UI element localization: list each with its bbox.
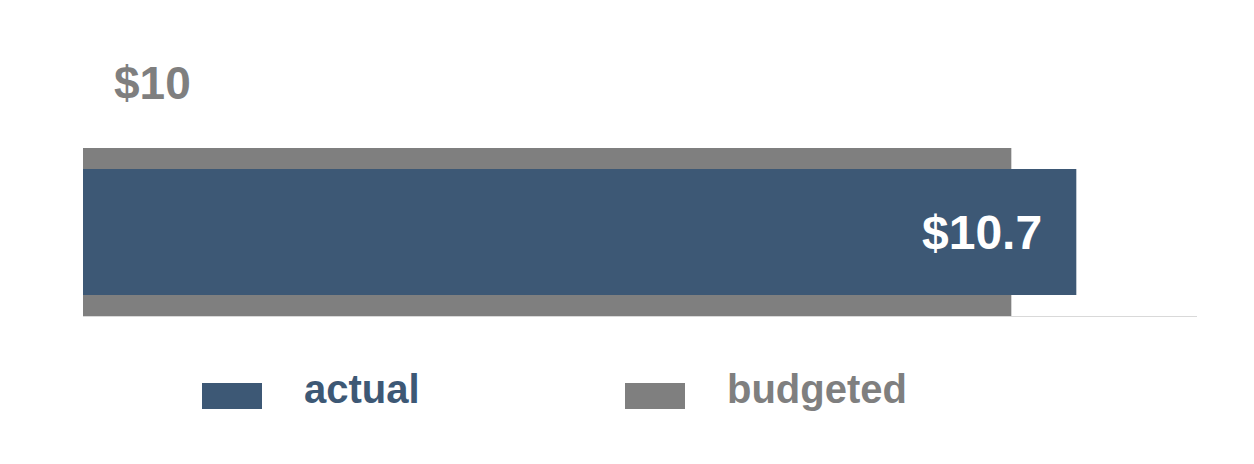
svg-text:budgeted: budgeted (727, 367, 907, 411)
svg-text:$10: $10 (114, 57, 191, 109)
svg-text:actual: actual (304, 367, 420, 411)
svg-text:$10.7: $10.7 (922, 206, 1042, 259)
